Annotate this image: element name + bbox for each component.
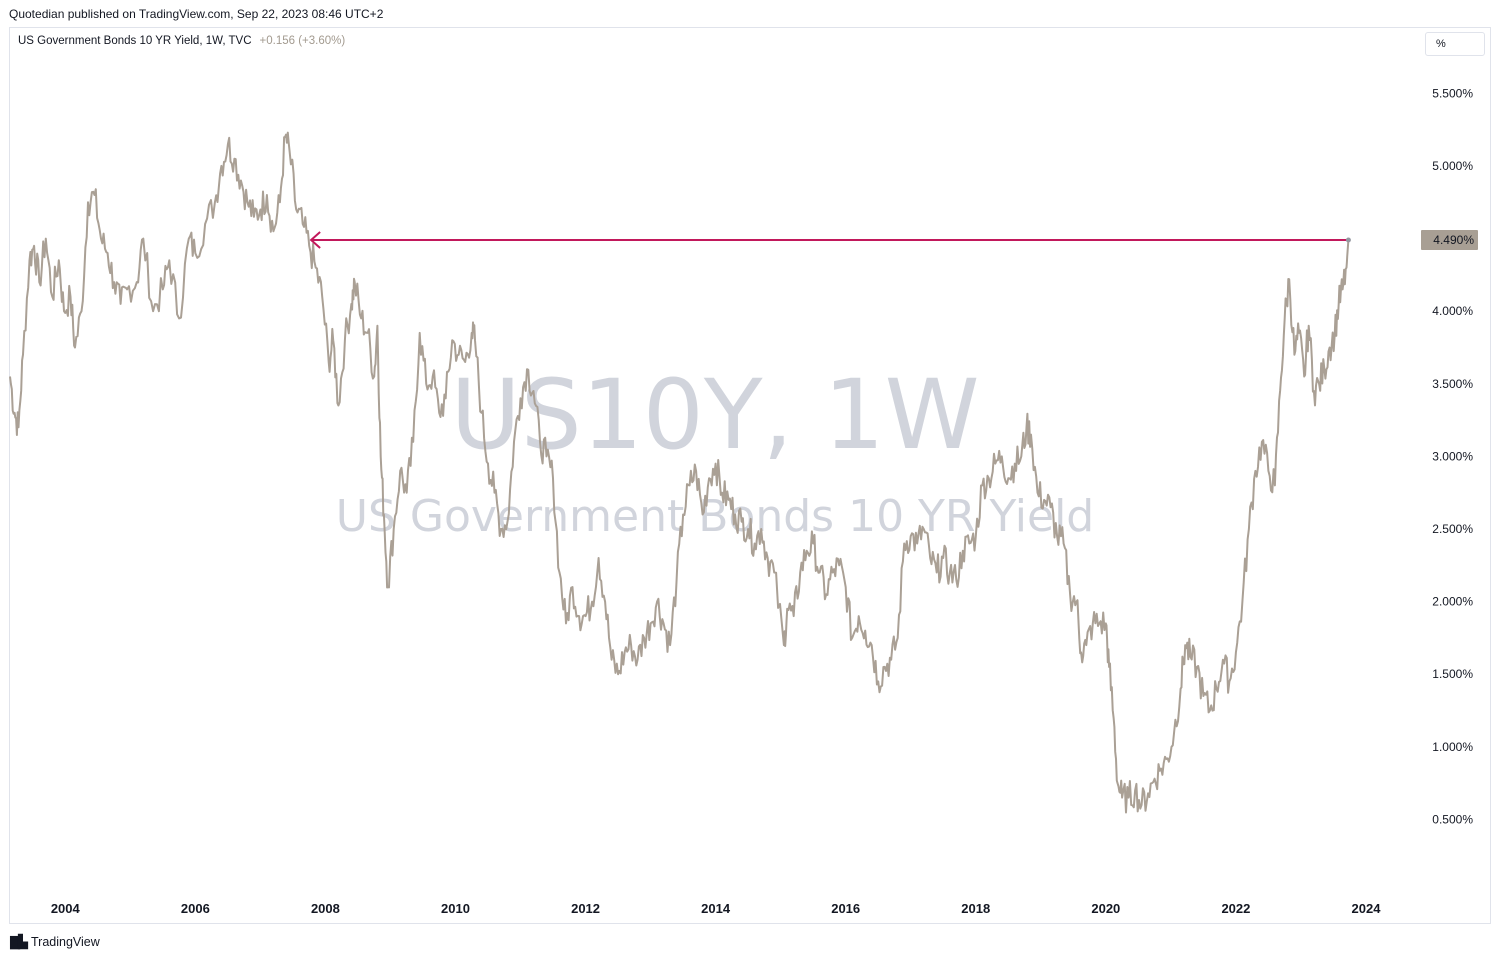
watermark-name: US Government Bonds 10 YR Yield [336, 491, 1095, 542]
y-tick-label: 2.000% [1432, 595, 1473, 609]
x-tick-label: 2018 [961, 901, 990, 916]
publish-info: Quotedian published on TradingView.com, … [9, 7, 384, 21]
y-axis: 5.500% 5.000% 4.000% 3.500% 3.000% 2.500% 2.00… [1432, 86, 1473, 826]
legend-change: +0.156 (+3.60%) [259, 35, 346, 47]
x-tick-label: 2024 [1352, 901, 1382, 916]
x-tick-label: 2004 [51, 901, 81, 916]
y-tick-label: 1.500% [1432, 667, 1473, 681]
series-line [9, 131, 1350, 814]
x-tick-label: 2022 [1221, 901, 1250, 916]
footer-brand: TradingView [31, 935, 100, 949]
arrow-head-icon [309, 231, 321, 249]
y-tick-label: 1.000% [1432, 740, 1473, 754]
y-tick-label: 0.500% [1432, 812, 1473, 826]
last-price-tag [1421, 230, 1478, 251]
legend-title: US Government Bonds 10 YR Yield, 1W, TVC [18, 35, 252, 47]
annotation-layer [309, 231, 1351, 249]
chart-frame[interactable] [9, 27, 1491, 924]
y-tick-label: 4.000% [1432, 304, 1473, 318]
watermark: US10Y, 1W US Government Bonds 10 YR Yiel… [336, 359, 1095, 542]
x-tick-label: 2010 [441, 901, 470, 916]
unit-toggle-button[interactable]: % [1425, 32, 1485, 56]
x-tick-label: 2012 [571, 901, 600, 916]
y-tick-label: 5.000% [1432, 159, 1473, 173]
series-layer [9, 131, 1350, 814]
y-tick-label: 2.500% [1432, 522, 1473, 536]
last-point-dot [1345, 237, 1351, 243]
chart-legend: US Government Bonds 10 YR Yield, 1W, TVC… [18, 35, 345, 47]
x-tick-label: 2006 [181, 901, 210, 916]
x-axis: 2004 2006 2008 2010 2012 2014 2016 2018 2020 2022… [51, 901, 1381, 916]
price-tag-layer: 4.490% [1421, 230, 1478, 251]
tradingview-footer[interactable]: ▇▙ TradingView [10, 934, 100, 950]
x-tick-label: 2016 [831, 901, 860, 916]
x-tick-label: 2014 [701, 901, 731, 916]
y-tick-label: 3.500% [1432, 377, 1473, 391]
x-tick-label: 2020 [1091, 901, 1120, 916]
watermark-symbol: US10Y, 1W [450, 359, 979, 471]
y-tick-label: 5.500% [1432, 86, 1473, 100]
x-tick-label: 2008 [311, 901, 340, 916]
last-price-label: 4.490% [1433, 233, 1474, 247]
y-tick-label: 3.000% [1432, 449, 1473, 463]
tradingview-logo-icon: ▇▙ [10, 934, 28, 949]
